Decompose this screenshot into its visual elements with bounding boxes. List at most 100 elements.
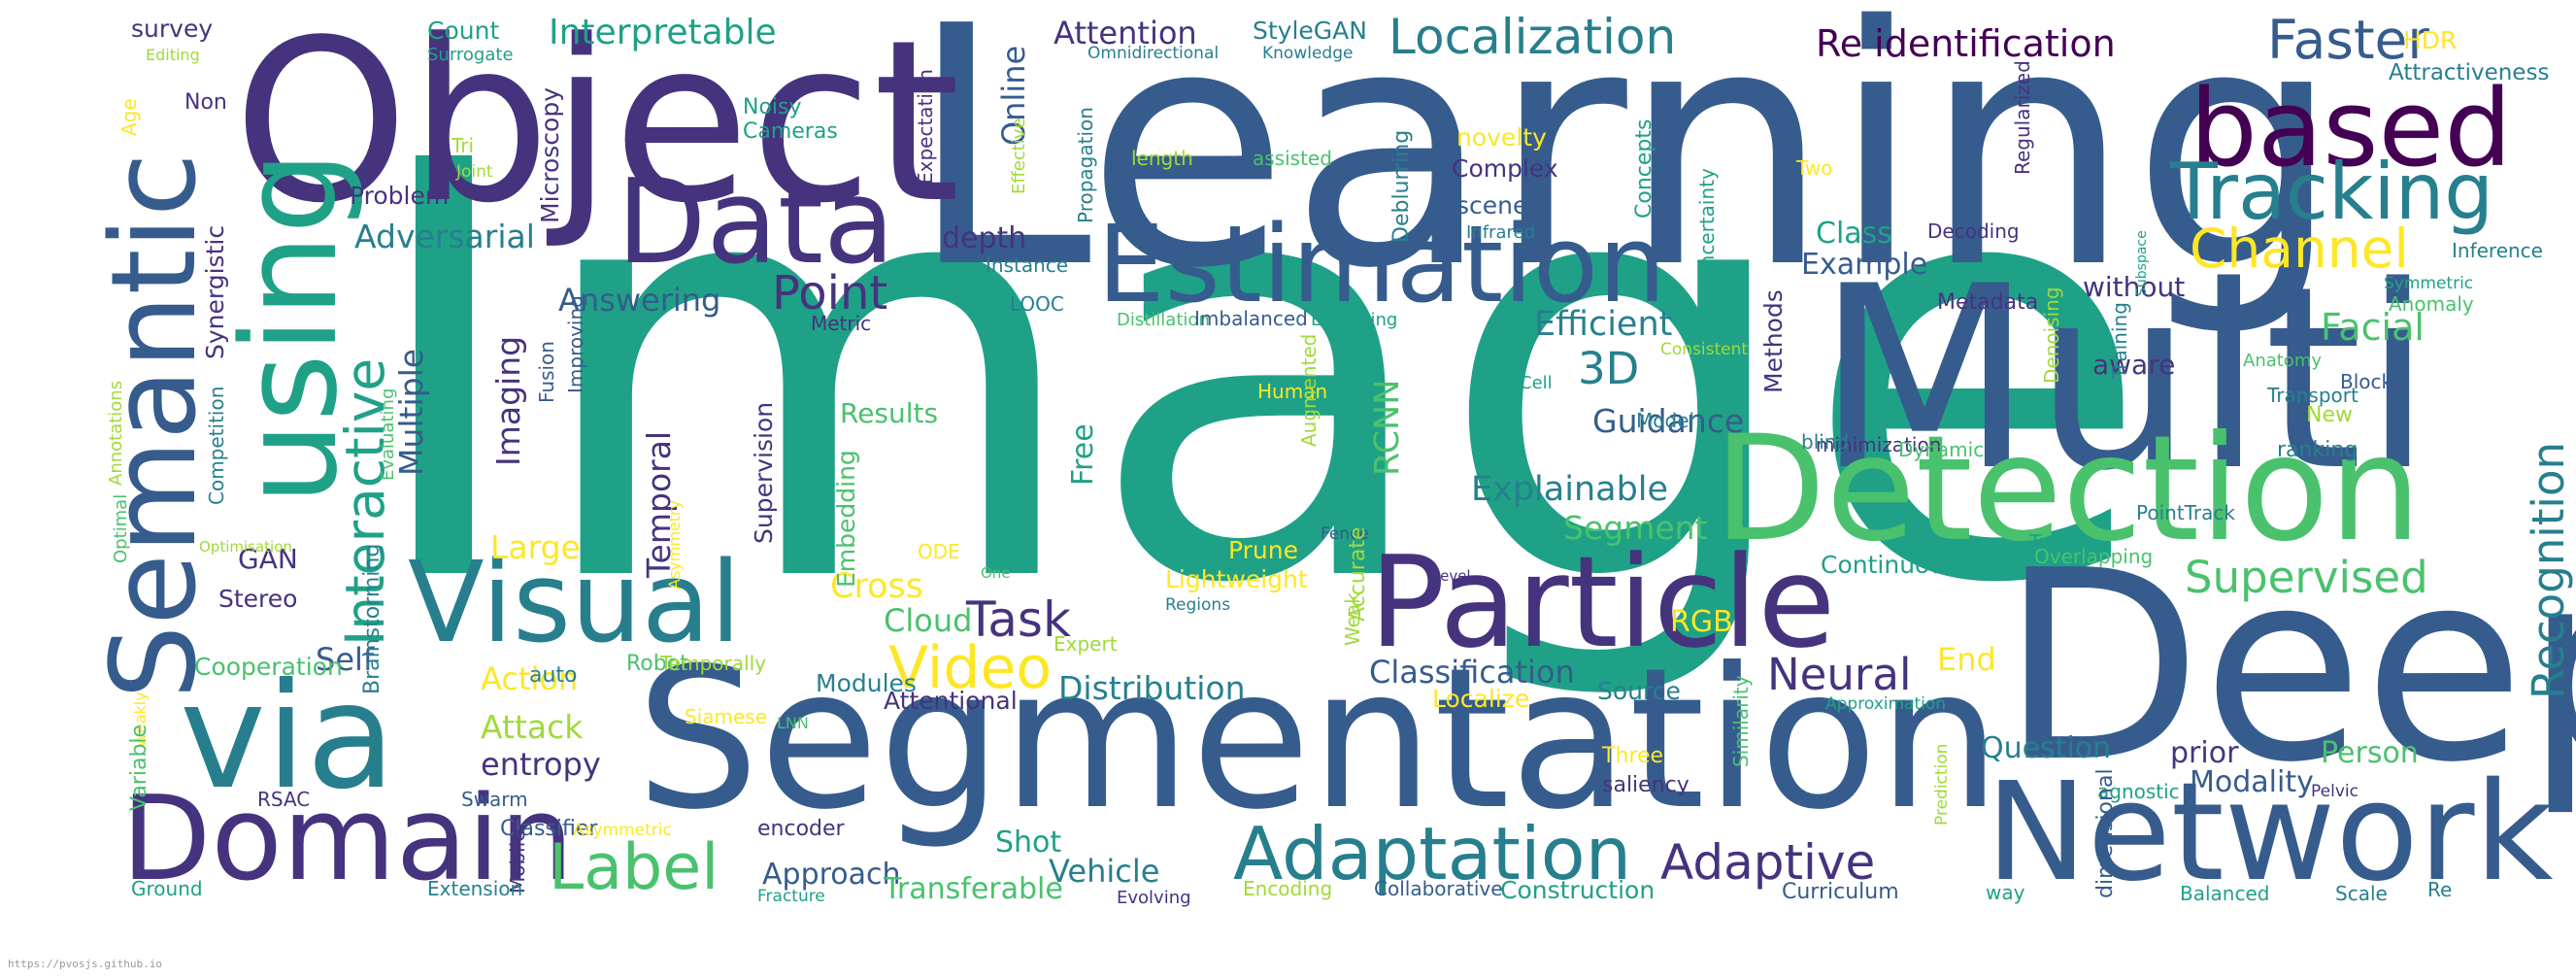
word-mobile: Mobile <box>506 829 529 894</box>
word-localization: Localization <box>1388 9 1676 65</box>
word-metadata: Metadata <box>1937 290 2038 315</box>
word-editing: Editing <box>146 46 200 64</box>
word-attentional: Attentional <box>884 687 1018 715</box>
word-prediction: Prediction <box>1932 744 1952 826</box>
word-exploiting: Exploiting <box>1311 310 1397 330</box>
word-task: Task <box>965 591 1071 648</box>
word-symmetric: Symmetric <box>2384 274 2473 293</box>
word-approach: Approach <box>762 858 901 892</box>
word-decoding: Decoding <box>1927 219 2020 243</box>
word-swarm: Swarm <box>461 788 528 811</box>
word-learning: Learning <box>908 0 2341 341</box>
word-hdr: HDR <box>2403 26 2457 54</box>
footer-url: https://pvosjs.github.io <box>8 958 162 970</box>
word-similarity: Similarity <box>1729 675 1753 767</box>
word-instance: Instance <box>986 253 1068 277</box>
word-free: Free <box>1066 423 1100 486</box>
word-supervision: Supervision <box>750 402 778 544</box>
word-improving: Improving <box>564 295 587 393</box>
word-metric: Metric <box>811 312 871 335</box>
word-evolving: Evolving <box>1117 888 1191 908</box>
word-three: Three <box>1601 744 1663 768</box>
word-efficient: Efficient <box>1534 305 1672 344</box>
word-embedding: Embedding <box>832 450 860 588</box>
word-lnn: LNN <box>777 714 809 732</box>
word-person: Person <box>2321 736 2419 770</box>
word-complex: Complex <box>1452 154 1558 183</box>
word-attack: Attack <box>481 708 584 746</box>
word-construction: Construction <box>1500 876 1655 904</box>
word-depth: depth <box>942 221 1026 255</box>
word-rgb: RGB <box>1670 605 1733 639</box>
word-multi: Multi <box>1816 233 2433 526</box>
word-distribution: Distribution <box>1058 669 1246 707</box>
word-vehicle: Vehicle <box>1049 853 1159 890</box>
word-modules: Modules <box>816 669 917 697</box>
word-lightweight: Lightweight <box>1165 565 1308 593</box>
word-explainable: Explainable <box>1471 470 1668 509</box>
word-cell: Cell <box>1520 373 1553 393</box>
word-video: Video <box>888 634 1052 702</box>
word-age: Age <box>117 98 141 136</box>
word-cross: Cross <box>830 567 923 606</box>
word-based: based <box>2190 66 2512 190</box>
word-consistent: Consistent <box>1660 340 1748 359</box>
word-length: length <box>1131 147 1193 170</box>
word-rsac: RSAC <box>257 788 310 811</box>
word-optimal: Optimal <box>111 494 131 563</box>
word-answering: Answering <box>558 282 720 319</box>
word-action: Action <box>481 660 578 697</box>
word-facial: Facial <box>2321 306 2425 349</box>
word-online: Online <box>995 46 1032 146</box>
word-assisted: assisted <box>1253 147 1332 170</box>
word-end: End <box>1937 641 1996 678</box>
word-knowledge: Knowledge <box>1262 44 1353 63</box>
word-fusion: Fusion <box>535 341 558 403</box>
word-temporal: Temporal <box>640 431 678 579</box>
word-detection: Detection <box>1714 405 2422 574</box>
word-fracture: Fracture <box>757 887 825 906</box>
word-anomaly: Anomaly <box>2389 292 2474 316</box>
word-one: One <box>981 564 1011 582</box>
word-segmentation: Segmentation <box>636 626 2001 853</box>
word-semantic: Semantic <box>87 152 222 699</box>
word-tracking: Tracking <box>2169 147 2493 237</box>
word-problem: Problem <box>350 182 449 210</box>
word-training: Training <box>2108 302 2131 380</box>
word-class: Class <box>1816 217 1892 251</box>
word-image: Image <box>359 42 2154 709</box>
word-via: via <box>180 653 395 822</box>
word-deep: Deep <box>2000 514 2576 820</box>
word-annotations: Annotations <box>106 381 126 486</box>
word-dimensional: dimensional <box>2093 768 2118 898</box>
word-adaptive: Adaptive <box>1660 834 1875 891</box>
word-evaluating: Evaluating <box>378 388 398 481</box>
word-encoding: Encoding <box>1243 877 1332 900</box>
word-re: Re <box>2427 878 2452 901</box>
word-interactive: Interactive <box>334 358 396 646</box>
word-balanced: Balanced <box>2180 882 2269 905</box>
word-pelvic: Pelvic <box>2311 782 2359 801</box>
word-using: using <box>214 151 366 505</box>
word-subspace: Subspace <box>2134 230 2150 296</box>
word-data: Data <box>617 155 895 290</box>
word-microscopy: Microscopy <box>536 87 564 223</box>
word-joint: Joint <box>455 162 493 182</box>
word-overlapping: Overlapping <box>2034 545 2153 568</box>
word-level: Level <box>1432 567 1471 585</box>
word-fence: Fence <box>1321 524 1369 544</box>
word-new: New <box>2306 403 2353 427</box>
word-asymmetry: Asymmetry <box>665 500 684 590</box>
word-transferable: Transferable <box>883 872 1063 906</box>
word-scale: Scale <box>2335 882 2388 905</box>
word-tri: Tri <box>451 134 474 157</box>
word-variable: Variable <box>127 725 151 811</box>
word-estimation: Estimation <box>1097 202 1666 326</box>
word-large: Large <box>490 528 581 566</box>
word-multiple: Multiple <box>392 349 430 476</box>
word-asymmetric: Asymmetric <box>573 821 672 840</box>
word-prior: prior <box>2170 736 2239 770</box>
word-competition: Competition <box>205 387 228 505</box>
word-guidance: Guidance <box>1592 402 1744 440</box>
